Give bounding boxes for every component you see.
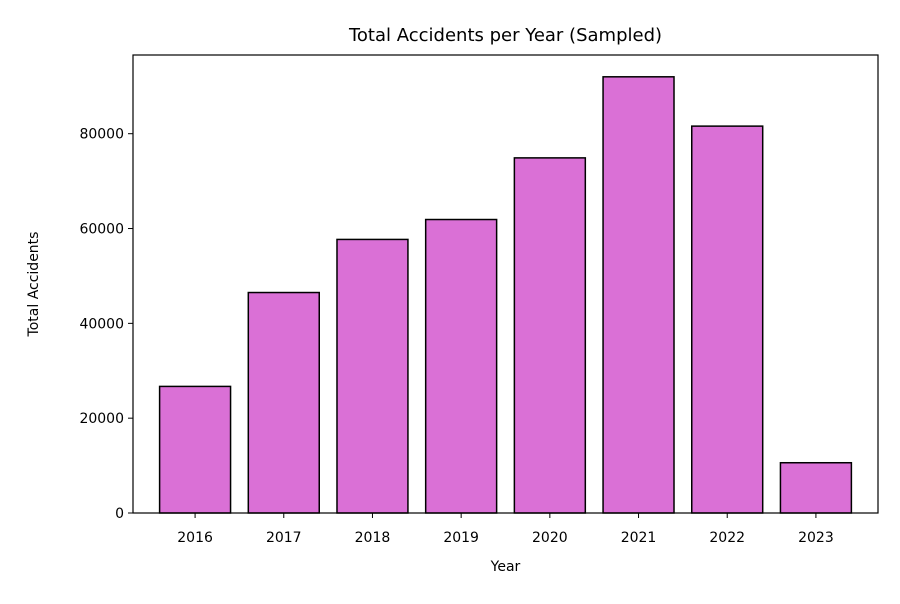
x-axis-ticks: 2016 2017 2018 2019 2020 2021 2022 2023 <box>177 513 834 546</box>
y-tick-label: 40000 <box>79 316 124 332</box>
y-axis-label: Total Accidents <box>26 232 42 338</box>
bar-2020 <box>513 157 587 514</box>
x-tick-label: 2019 <box>443 530 479 546</box>
x-tick-label: 2023 <box>798 530 834 546</box>
x-tick-label: 2022 <box>709 530 745 546</box>
bar-2016 <box>158 385 232 514</box>
x-tick-label: 2016 <box>177 530 213 546</box>
y-tick-label: 20000 <box>79 411 124 427</box>
bar-2017 <box>247 291 320 514</box>
bars-layer <box>158 76 853 514</box>
bar-2022 <box>691 125 764 514</box>
x-tick-label: 2020 <box>532 530 568 546</box>
x-tick-label: 2017 <box>266 530 302 546</box>
y-tick-label: 60000 <box>79 222 124 238</box>
x-tick-label: 2021 <box>621 530 657 546</box>
y-tick-label: 0 <box>115 506 124 522</box>
y-axis-ticks: 0 20000 40000 60000 80000 <box>79 127 133 522</box>
bar-2019 <box>424 218 498 514</box>
x-axis-label: Year <box>490 559 521 575</box>
bar-2023 <box>779 461 853 514</box>
plot-frame <box>132 54 879 514</box>
bar-2018 <box>336 238 409 514</box>
y-tick-label: 80000 <box>79 127 124 143</box>
bar-2021 <box>602 76 675 514</box>
x-tick-label: 2018 <box>355 530 391 546</box>
chart-title: Total Accidents per Year (Sampled) <box>348 25 662 46</box>
